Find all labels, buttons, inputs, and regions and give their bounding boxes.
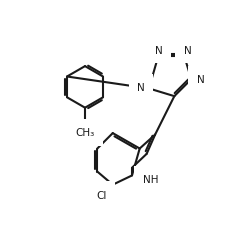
Text: Cl: Cl	[96, 190, 106, 200]
Text: N: N	[137, 82, 144, 92]
Text: N: N	[183, 46, 191, 56]
Text: N: N	[196, 75, 204, 85]
Text: NH: NH	[142, 175, 158, 185]
Text: N: N	[154, 46, 162, 56]
Text: Cl: Cl	[73, 138, 83, 148]
Text: CH₃: CH₃	[75, 128, 94, 138]
